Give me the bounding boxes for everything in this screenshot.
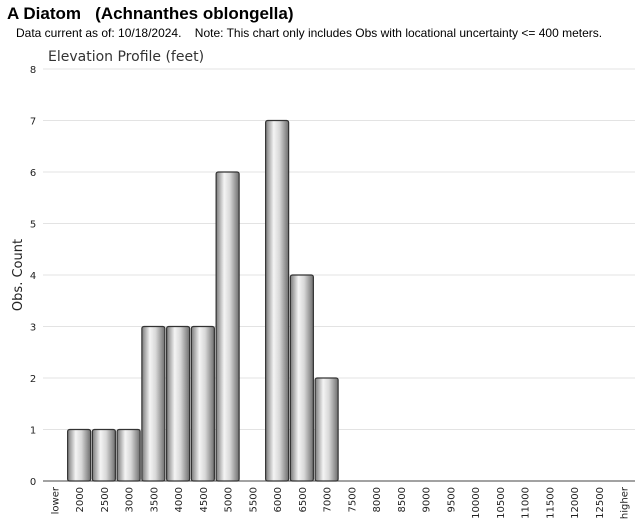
x-tick-label: lower [50, 486, 61, 514]
x-tick-label: 5500 [248, 487, 259, 512]
x-tick-label: 10000 [471, 487, 482, 519]
bar [141, 325, 166, 482]
bar [314, 377, 339, 482]
x-tick-label: 8000 [372, 487, 383, 512]
x-tick-label: 12500 [595, 487, 606, 519]
x-tick-label: higher [620, 486, 631, 519]
data-note: Data current as of: 10/18/2024. Note: Th… [16, 26, 603, 40]
x-tick-label: 5000 [224, 487, 235, 512]
x-tick-label: 9500 [446, 487, 457, 512]
x-tick-label: 11000 [521, 487, 532, 519]
bar [289, 274, 314, 482]
y-tick-label: 1 [30, 426, 36, 437]
y-tick-label: 3 [30, 323, 36, 334]
x-tick-label: 2500 [100, 487, 111, 512]
x-tick-label: 2000 [75, 487, 86, 512]
y-tick-label: 4 [30, 271, 36, 282]
x-tick-label: 4500 [199, 487, 210, 512]
bar [116, 428, 141, 482]
y-tick-label: 0 [30, 477, 36, 488]
x-tick-label: 11500 [545, 487, 556, 519]
x-tick-label: 9000 [422, 487, 433, 512]
chart-title: Elevation Profile (feet) [48, 49, 205, 65]
x-tick-label: 4000 [174, 487, 185, 512]
x-tick-label: 12000 [570, 487, 581, 519]
y-axis-label: Obs. Count [11, 239, 26, 311]
bar [91, 428, 116, 482]
bar [190, 325, 215, 482]
x-tick-label: 6500 [298, 487, 309, 512]
x-tick-label: 3000 [125, 487, 136, 512]
page-title: A Diatom (Achnanthes oblongella) [7, 4, 294, 23]
bar [67, 428, 92, 482]
x-tick-label: 10500 [496, 487, 507, 519]
bar [265, 119, 290, 482]
y-tick-label: 8 [30, 65, 36, 76]
x-tick-label: 6000 [273, 487, 284, 512]
bar [166, 325, 191, 482]
x-tick-label: 7500 [347, 487, 358, 512]
y-tick-label: 7 [30, 117, 36, 128]
x-tick-label: 3500 [149, 487, 160, 512]
x-tick-label: 7000 [323, 487, 334, 512]
x-tick-label: 8500 [397, 487, 408, 512]
y-tick-label: 2 [30, 374, 36, 385]
y-tick-label: 5 [30, 220, 36, 231]
bar [215, 171, 240, 482]
y-tick-label: 6 [30, 168, 36, 179]
